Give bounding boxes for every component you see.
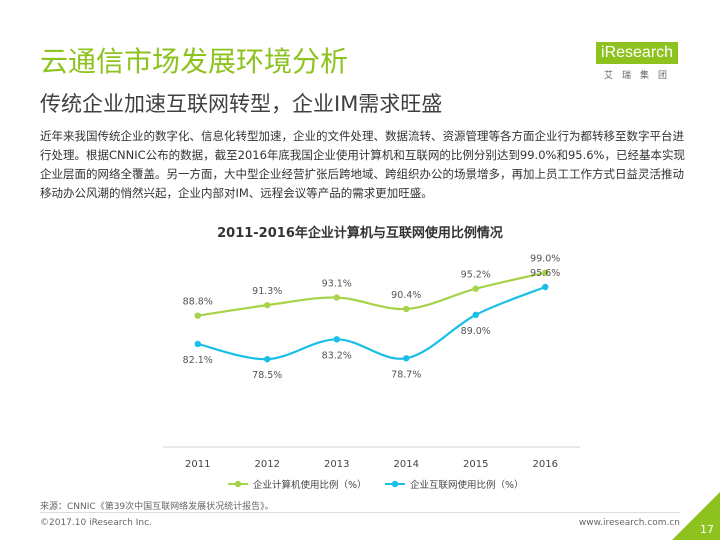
x-tick-label: 2012 bbox=[255, 459, 280, 470]
data-point bbox=[333, 336, 340, 343]
iresearch-logo: iResearch 艾瑞集团 bbox=[596, 42, 679, 82]
data-point bbox=[542, 283, 549, 291]
series-line-1 bbox=[197, 271, 546, 317]
data-point bbox=[333, 294, 340, 301]
line-chart: 2011 2012 2013 2014 2015 2016 88.8% 91.3% 93.1% 9… bbox=[163, 254, 580, 491]
footer-divider bbox=[40, 512, 680, 513]
data-label: 95.6% bbox=[530, 268, 560, 279]
data-label: 78.7% bbox=[391, 369, 421, 380]
corner-decoration bbox=[672, 492, 720, 540]
series-line-2 bbox=[197, 285, 546, 361]
logo-i: i bbox=[601, 44, 605, 61]
logo-subtitle: 艾瑞集团 bbox=[604, 71, 677, 81]
data-point bbox=[403, 305, 410, 313]
legend-label: 企业互联网使用比例（%） bbox=[410, 479, 524, 491]
data-label: 82.1% bbox=[183, 355, 213, 366]
data-label: 89.0% bbox=[461, 326, 491, 337]
x-tick-label: 2016 bbox=[533, 459, 558, 470]
data-label: 88.8% bbox=[183, 297, 213, 308]
chart-title: 2011-2016年企业计算机与互联网使用比例情况 bbox=[217, 226, 503, 241]
intro-text: 近年来我国传统企业的数字化、信息化转型加速，企业的文件处理、数据流转、资源管理等… bbox=[40, 129, 685, 200]
intro-paragraph: 近年来我国传统企业的数字化、信息化转型加速，企业的文件处理、数据流转、资源管理等… bbox=[40, 127, 688, 203]
data-point bbox=[403, 355, 410, 362]
data-label: 83.2% bbox=[322, 350, 352, 361]
logo-research: Research bbox=[604, 44, 674, 61]
data-point bbox=[542, 269, 549, 276]
data-label: 99.0% bbox=[530, 254, 560, 265]
page-subtitle: 传统企业加速互联网转型，企业IM需求旺盛 bbox=[40, 92, 443, 116]
page-number: 17 bbox=[700, 523, 714, 536]
logo-wordmark: iResearch bbox=[596, 42, 679, 64]
x-tick-label: 2011 bbox=[185, 459, 210, 470]
data-point bbox=[472, 311, 479, 319]
page-title: 云通信市场发展环境分析 bbox=[40, 45, 349, 78]
source-note: 来源：CNNIC《第39次中国互联网络发展状况统计报告》。 bbox=[40, 502, 274, 512]
legend-swatch-marker bbox=[234, 480, 242, 488]
legend-label: 企业计算机使用比例（%） bbox=[253, 479, 367, 491]
data-label: 90.4% bbox=[391, 290, 421, 301]
data-point bbox=[194, 312, 201, 319]
x-tick-label: 2013 bbox=[324, 459, 349, 470]
x-tick-label: 2015 bbox=[463, 459, 488, 470]
data-point bbox=[194, 340, 201, 348]
data-point bbox=[472, 285, 479, 292]
copyright: ©2017.10 iResearch Inc. bbox=[40, 518, 152, 528]
website-url: www.iresearch.com.cn bbox=[578, 518, 680, 528]
data-label: 93.1% bbox=[322, 279, 352, 290]
data-point bbox=[264, 355, 271, 363]
data-label: 95.2% bbox=[461, 270, 491, 281]
data-label: 91.3% bbox=[252, 286, 282, 297]
data-label: 78.5% bbox=[252, 370, 282, 381]
data-point bbox=[264, 301, 271, 309]
legend-swatch-marker bbox=[391, 480, 399, 488]
x-tick-label: 2014 bbox=[394, 459, 419, 470]
